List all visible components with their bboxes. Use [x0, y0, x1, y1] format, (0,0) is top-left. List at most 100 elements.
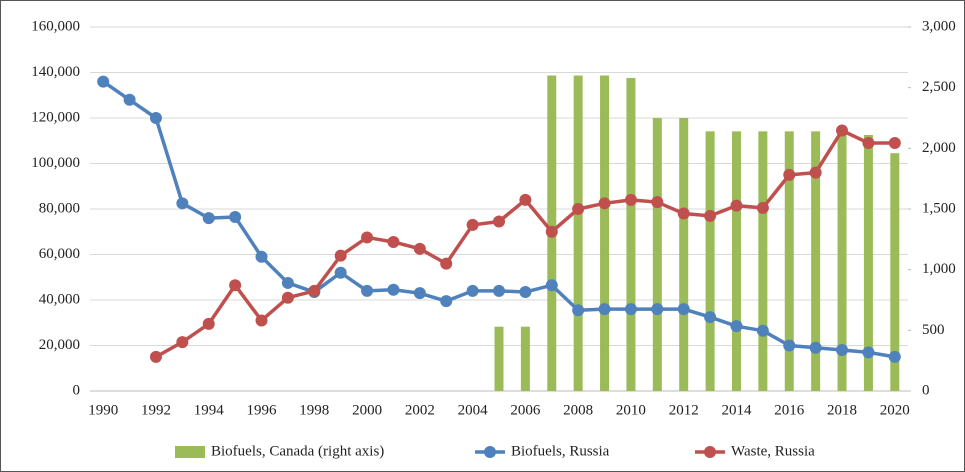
marker [545, 225, 558, 238]
marker [361, 231, 374, 244]
marker [704, 209, 717, 222]
marker [651, 303, 664, 316]
marker [97, 75, 110, 88]
marker [149, 350, 162, 363]
x-tick-label: 2010 [616, 402, 646, 418]
bar [679, 118, 689, 391]
marker [176, 197, 189, 210]
marker [229, 279, 242, 292]
marker [123, 93, 136, 106]
marker [334, 249, 347, 262]
y-tick-label: 0 [73, 382, 81, 398]
marker [545, 279, 558, 292]
y2-tick-label: 500 [922, 322, 945, 338]
legend-swatch [484, 446, 496, 458]
marker [255, 250, 268, 263]
y-tick-label: 100,000 [31, 155, 80, 171]
bar [626, 77, 636, 392]
bar [520, 326, 530, 391]
bar [731, 131, 741, 391]
marker [413, 287, 426, 300]
marker [862, 137, 875, 150]
marker [176, 336, 189, 349]
y2-tick-label: 2,000 [922, 140, 956, 156]
bar [837, 131, 847, 391]
marker [836, 344, 849, 357]
marker [677, 303, 690, 316]
marker [756, 324, 769, 337]
legend-swatch [175, 446, 205, 458]
marker [466, 284, 479, 297]
marker [756, 201, 769, 214]
y2-tick-label: 0 [922, 382, 930, 398]
marker [624, 303, 637, 316]
x-tick-label: 2016 [774, 402, 805, 418]
bar [811, 131, 821, 391]
marker [202, 212, 215, 225]
y-tick-label: 120,000 [31, 109, 80, 125]
legend-swatch [704, 446, 716, 458]
bar [758, 131, 768, 391]
marker [624, 193, 637, 206]
marker [308, 284, 321, 297]
marker [519, 193, 532, 206]
marker [387, 283, 400, 296]
y-tick-label: 60,000 [39, 246, 80, 262]
y2-tick-label: 2,500 [922, 79, 956, 95]
x-tick-label: 1992 [141, 402, 171, 418]
bar [494, 326, 504, 391]
y2-tick-label: 1,500 [922, 200, 956, 216]
y-tick-label: 20,000 [39, 337, 80, 353]
marker [704, 311, 717, 324]
legend-label: Biofuels, Canada (right axis) [211, 443, 384, 459]
marker [888, 137, 901, 150]
x-tick-label: 1998 [299, 402, 329, 418]
bar [784, 131, 794, 391]
marker [149, 112, 162, 124]
marker [229, 210, 242, 223]
x-tick-label: 2018 [827, 402, 857, 418]
marker [202, 317, 215, 330]
marker [730, 199, 743, 212]
y-tick-label: 80,000 [39, 200, 80, 216]
x-tick-label: 2014 [721, 402, 752, 418]
marker [466, 218, 479, 231]
marker [783, 339, 796, 352]
x-tick-label: 2002 [405, 402, 435, 418]
marker [255, 314, 268, 327]
marker [809, 341, 822, 354]
bar [705, 131, 715, 391]
marker [651, 196, 664, 209]
bar [600, 75, 610, 392]
x-tick-label: 1994 [194, 402, 225, 418]
marker [519, 286, 532, 299]
x-tick-label: 2008 [563, 402, 593, 418]
y-tick-label: 160,000 [31, 18, 80, 34]
marker [836, 124, 849, 137]
bar [573, 75, 583, 392]
x-tick-label: 2012 [669, 402, 699, 418]
y2-tick-label: 3,000 [922, 18, 956, 34]
marker [493, 215, 505, 228]
marker [440, 257, 453, 270]
marker [677, 207, 690, 220]
marker [730, 320, 743, 333]
bar [652, 118, 662, 391]
x-tick-label: 2006 [510, 402, 541, 418]
x-tick-label: 1996 [247, 402, 278, 418]
legend-label: Biofuels, Russia [511, 443, 610, 459]
marker [493, 284, 505, 297]
marker [572, 203, 585, 215]
bar [863, 134, 873, 391]
marker [361, 284, 374, 297]
x-tick-label: 1990 [88, 402, 118, 418]
marker [413, 242, 426, 255]
marker [598, 303, 611, 316]
marker [281, 291, 294, 304]
marker [281, 276, 294, 289]
x-tick-label: 2004 [458, 402, 489, 418]
y-tick-label: 140,000 [31, 64, 80, 80]
